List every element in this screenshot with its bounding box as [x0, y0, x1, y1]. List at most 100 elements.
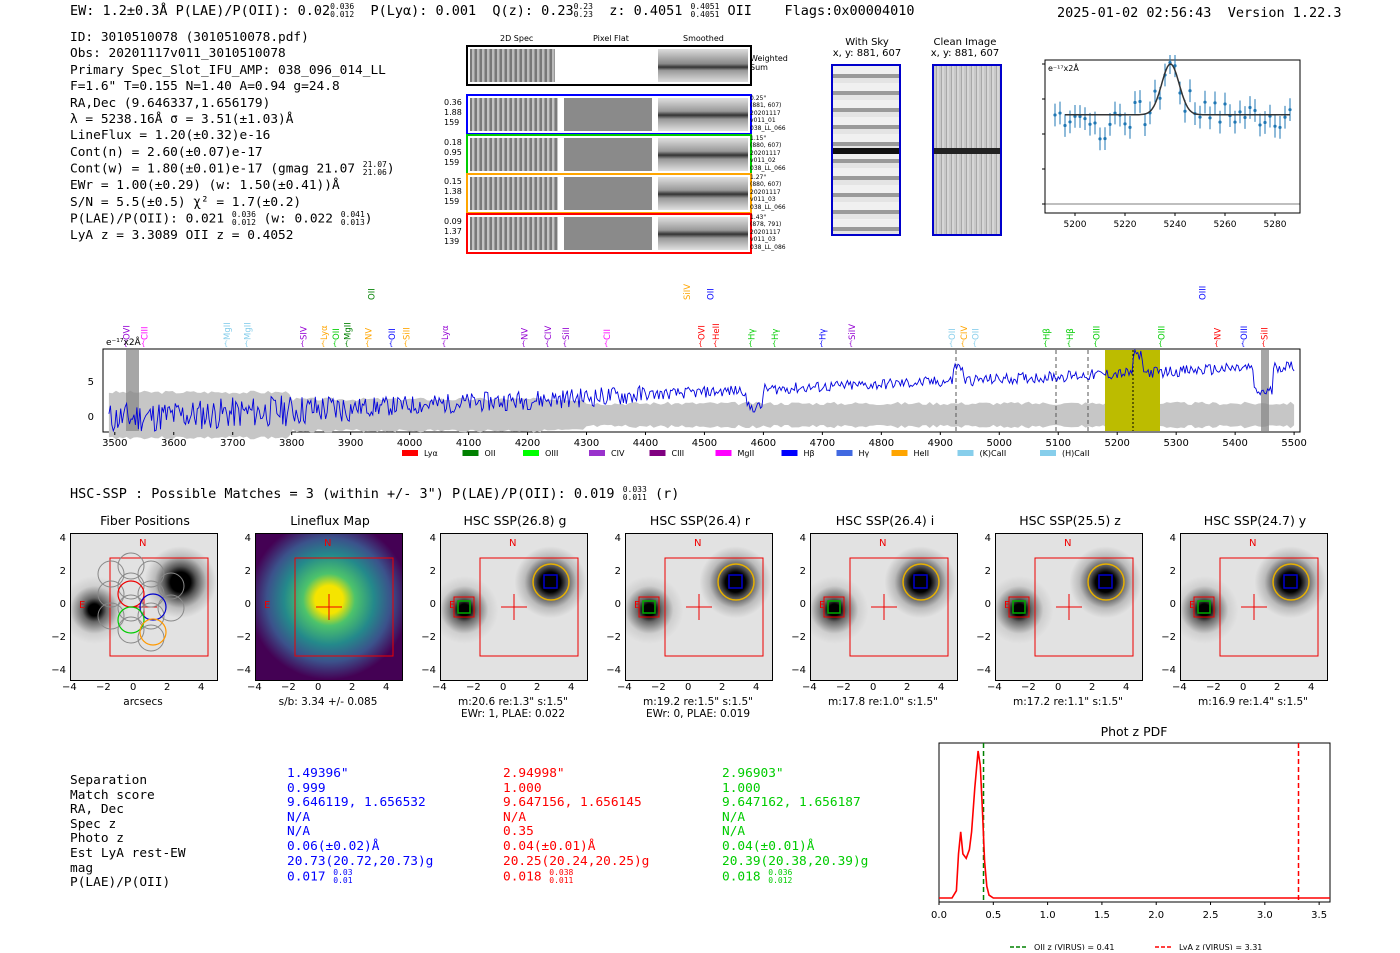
line-fit-point [1248, 105, 1252, 110]
spec2d-row-left-value: 159 [444, 197, 460, 206]
counterpart-green-box [1197, 600, 1211, 614]
spec2d-row-right-labels: 1.27" (880, 607) 20201117 v011_03 038_LL_066 [750, 174, 786, 211]
spectrum-line-id: SIV [299, 326, 309, 340]
counterpart-plae: 0.017 0.03 0.01 [287, 869, 433, 885]
photz-xtick-label: 2.0 [1148, 910, 1164, 921]
spectrum-xtick-label: 5200 [1104, 438, 1129, 449]
spec2d-row-right-value: 038_LL_086 [750, 243, 786, 251]
spectrum-line-id: Hγ [818, 329, 828, 340]
header-qz-hi: 0.23 [573, 2, 593, 11]
cutout-caption-line2: EWr: 1, PLAE: 0.022 [460, 708, 566, 720]
line-fit-point [1273, 124, 1277, 128]
line-fit-point [1063, 123, 1067, 128]
cutout-overlay [1008, 557, 1134, 657]
cutout-xtick: 2 [349, 682, 356, 693]
counterpart-plae-value: 0.018 [503, 869, 542, 885]
cutout-north-label: N [879, 538, 887, 549]
line-fit-plot: e⁻¹⁷x2Å 02468 5200 5220 5240 5260 5280 [1042, 55, 1301, 230]
cutout-ytick: −4 [421, 665, 436, 676]
spec2d-row-strip [466, 94, 752, 135]
photz-x-ticks: 0.0 0.5 1.0 1.5 2.0 2.5 3.0 3.5 [931, 902, 1327, 921]
counterpart-value: 9.647162, 1.656187 [722, 795, 861, 811]
cutout-title: HSC SSP(26.4) r [649, 513, 751, 528]
spectrum-xtick-label: 5300 [1163, 438, 1188, 449]
counterpart-value: 0.35 [503, 824, 534, 840]
line-fit-point [1083, 116, 1087, 121]
spectrum-line-id: Hγ [771, 329, 781, 340]
spec2d-row-right-value: 20201117 [750, 228, 781, 236]
label-match-score: Match score [70, 787, 155, 803]
label-mag: mag [70, 860, 94, 876]
cutout-caption-line1: m:19.2 re:1.5" s:1.5" [643, 696, 753, 708]
full-spectrum-plot: OVI{CIII{MgII{MgII{SIV{Lyα{OII{MgII{NV{O… [88, 284, 1307, 458]
spec2d-row-right-value: (880, 607) [750, 142, 782, 150]
spectrum-line-bracket: { [961, 340, 965, 348]
info-contw-text: Cont(w) = 1.80(±0.01)e-17 (gmag 21.07 [70, 161, 356, 177]
spectrum-line-bracket: { [300, 340, 304, 348]
weighted-2d-image [470, 49, 555, 82]
spec2d-row-right-value: 038_LL_066 [750, 164, 786, 172]
counterpart-value: 2.96903" [722, 766, 784, 781]
line-fit-xtick-label: 5200 [1064, 220, 1087, 230]
fiber-circle [137, 602, 165, 630]
fiber-circle [117, 572, 145, 600]
photz-frame [938, 742, 1331, 903]
counterpart-value: N/A [722, 809, 746, 825]
spectrum-line-bracket: { [389, 340, 393, 348]
line-fit-point [1108, 122, 1112, 126]
photz-legend-label: OII z (VIRUS) = 0.41 [1034, 943, 1114, 950]
line-fit-point [1068, 120, 1072, 124]
spectrum-line-id: MgII [344, 322, 354, 340]
counterpart-value: 9.646119, 1.656532 [287, 795, 426, 811]
spectrum-line-bracket: { [713, 340, 717, 348]
cutout-caption: m:16.9 re:1.4" s:1.5" [1170, 696, 1336, 708]
spectrum-line-id: OIII [1093, 326, 1103, 340]
cutout-xtick: 0 [685, 682, 692, 693]
cutout-xtick: −4 [432, 682, 447, 693]
counterpart-column: 2.96903" 1.000 9.647162, 1.656187 N/A N/A 0.0… [722, 766, 868, 886]
counterpart-green-box [1012, 600, 1026, 614]
counterpart-plae-lo: 0.012 [768, 876, 793, 886]
line-fit-point [1133, 100, 1137, 105]
cutout-y-axis: 4 2 0 −2 −4 [1161, 533, 1178, 679]
cutout-xtick: 4 [1308, 682, 1315, 693]
photz-legend: OII z (VIRUS) = 0.41 LyA z (VIRUS) = 3.31 [1010, 943, 1262, 950]
spectrum-legend: Lyα OII OIII CIV CIII MgII Hβ Hγ HeII (K)CaII (H)C… [402, 449, 1089, 458]
spectrum-line-id: MgII [243, 322, 253, 340]
line-fit-point [1278, 125, 1282, 130]
line-fit-point [1098, 137, 1102, 141]
spec2d-row-left-value: 139 [444, 237, 460, 246]
cutout-xtick: 4 [938, 682, 945, 693]
header-z: z: 0.4051 [609, 3, 683, 19]
spec2d-row-left-value: 1.37 [444, 227, 462, 236]
line-fit-point [1143, 122, 1147, 127]
spec2d-row-2d-image [470, 138, 558, 171]
spectrum-ytick-5: 5 [88, 377, 94, 388]
cutout-xtick: 0 [1055, 682, 1062, 693]
header-right: 2025-01-02 02:56:43 Version 1.22.3 [1057, 5, 1342, 21]
cutout-xtick: −2 [651, 682, 666, 693]
cutout-overlay [823, 557, 949, 657]
spectrum-line-bracket: { [1158, 340, 1162, 348]
spectrum-line-id: SiII [1261, 327, 1271, 340]
cutout-ytick: 4 [984, 533, 991, 544]
counterpart-labels: Separation Match score RA, Dec Spec z Ph… [70, 773, 186, 891]
spectrum-line-bracket: { [244, 340, 248, 348]
spectrum-line-id: OII [948, 328, 958, 340]
photz-xtick-label: 1.0 [1040, 910, 1056, 921]
spec2d-row-strip [466, 134, 752, 175]
counterpart-ellipse [717, 563, 755, 601]
spec2d-row-right-value: 20201117 [750, 109, 781, 117]
cutout-aperture-box [849, 557, 949, 657]
info-plae-w-lo: 0.013 [340, 217, 365, 227]
cutout-overlay [638, 557, 764, 657]
counterpart-blue-box [913, 574, 928, 589]
cutout-xtick: −4 [802, 682, 817, 693]
cutout-caption-line1: m:20.6 re:1.3" s:1.5" [458, 696, 568, 708]
line-fit-point [1093, 121, 1097, 125]
spectrum-error-band [108, 390, 1295, 440]
header-timestamp: 2025-01-02 02:56:43 [1057, 5, 1212, 21]
cutout-ytick: −4 [51, 665, 66, 676]
